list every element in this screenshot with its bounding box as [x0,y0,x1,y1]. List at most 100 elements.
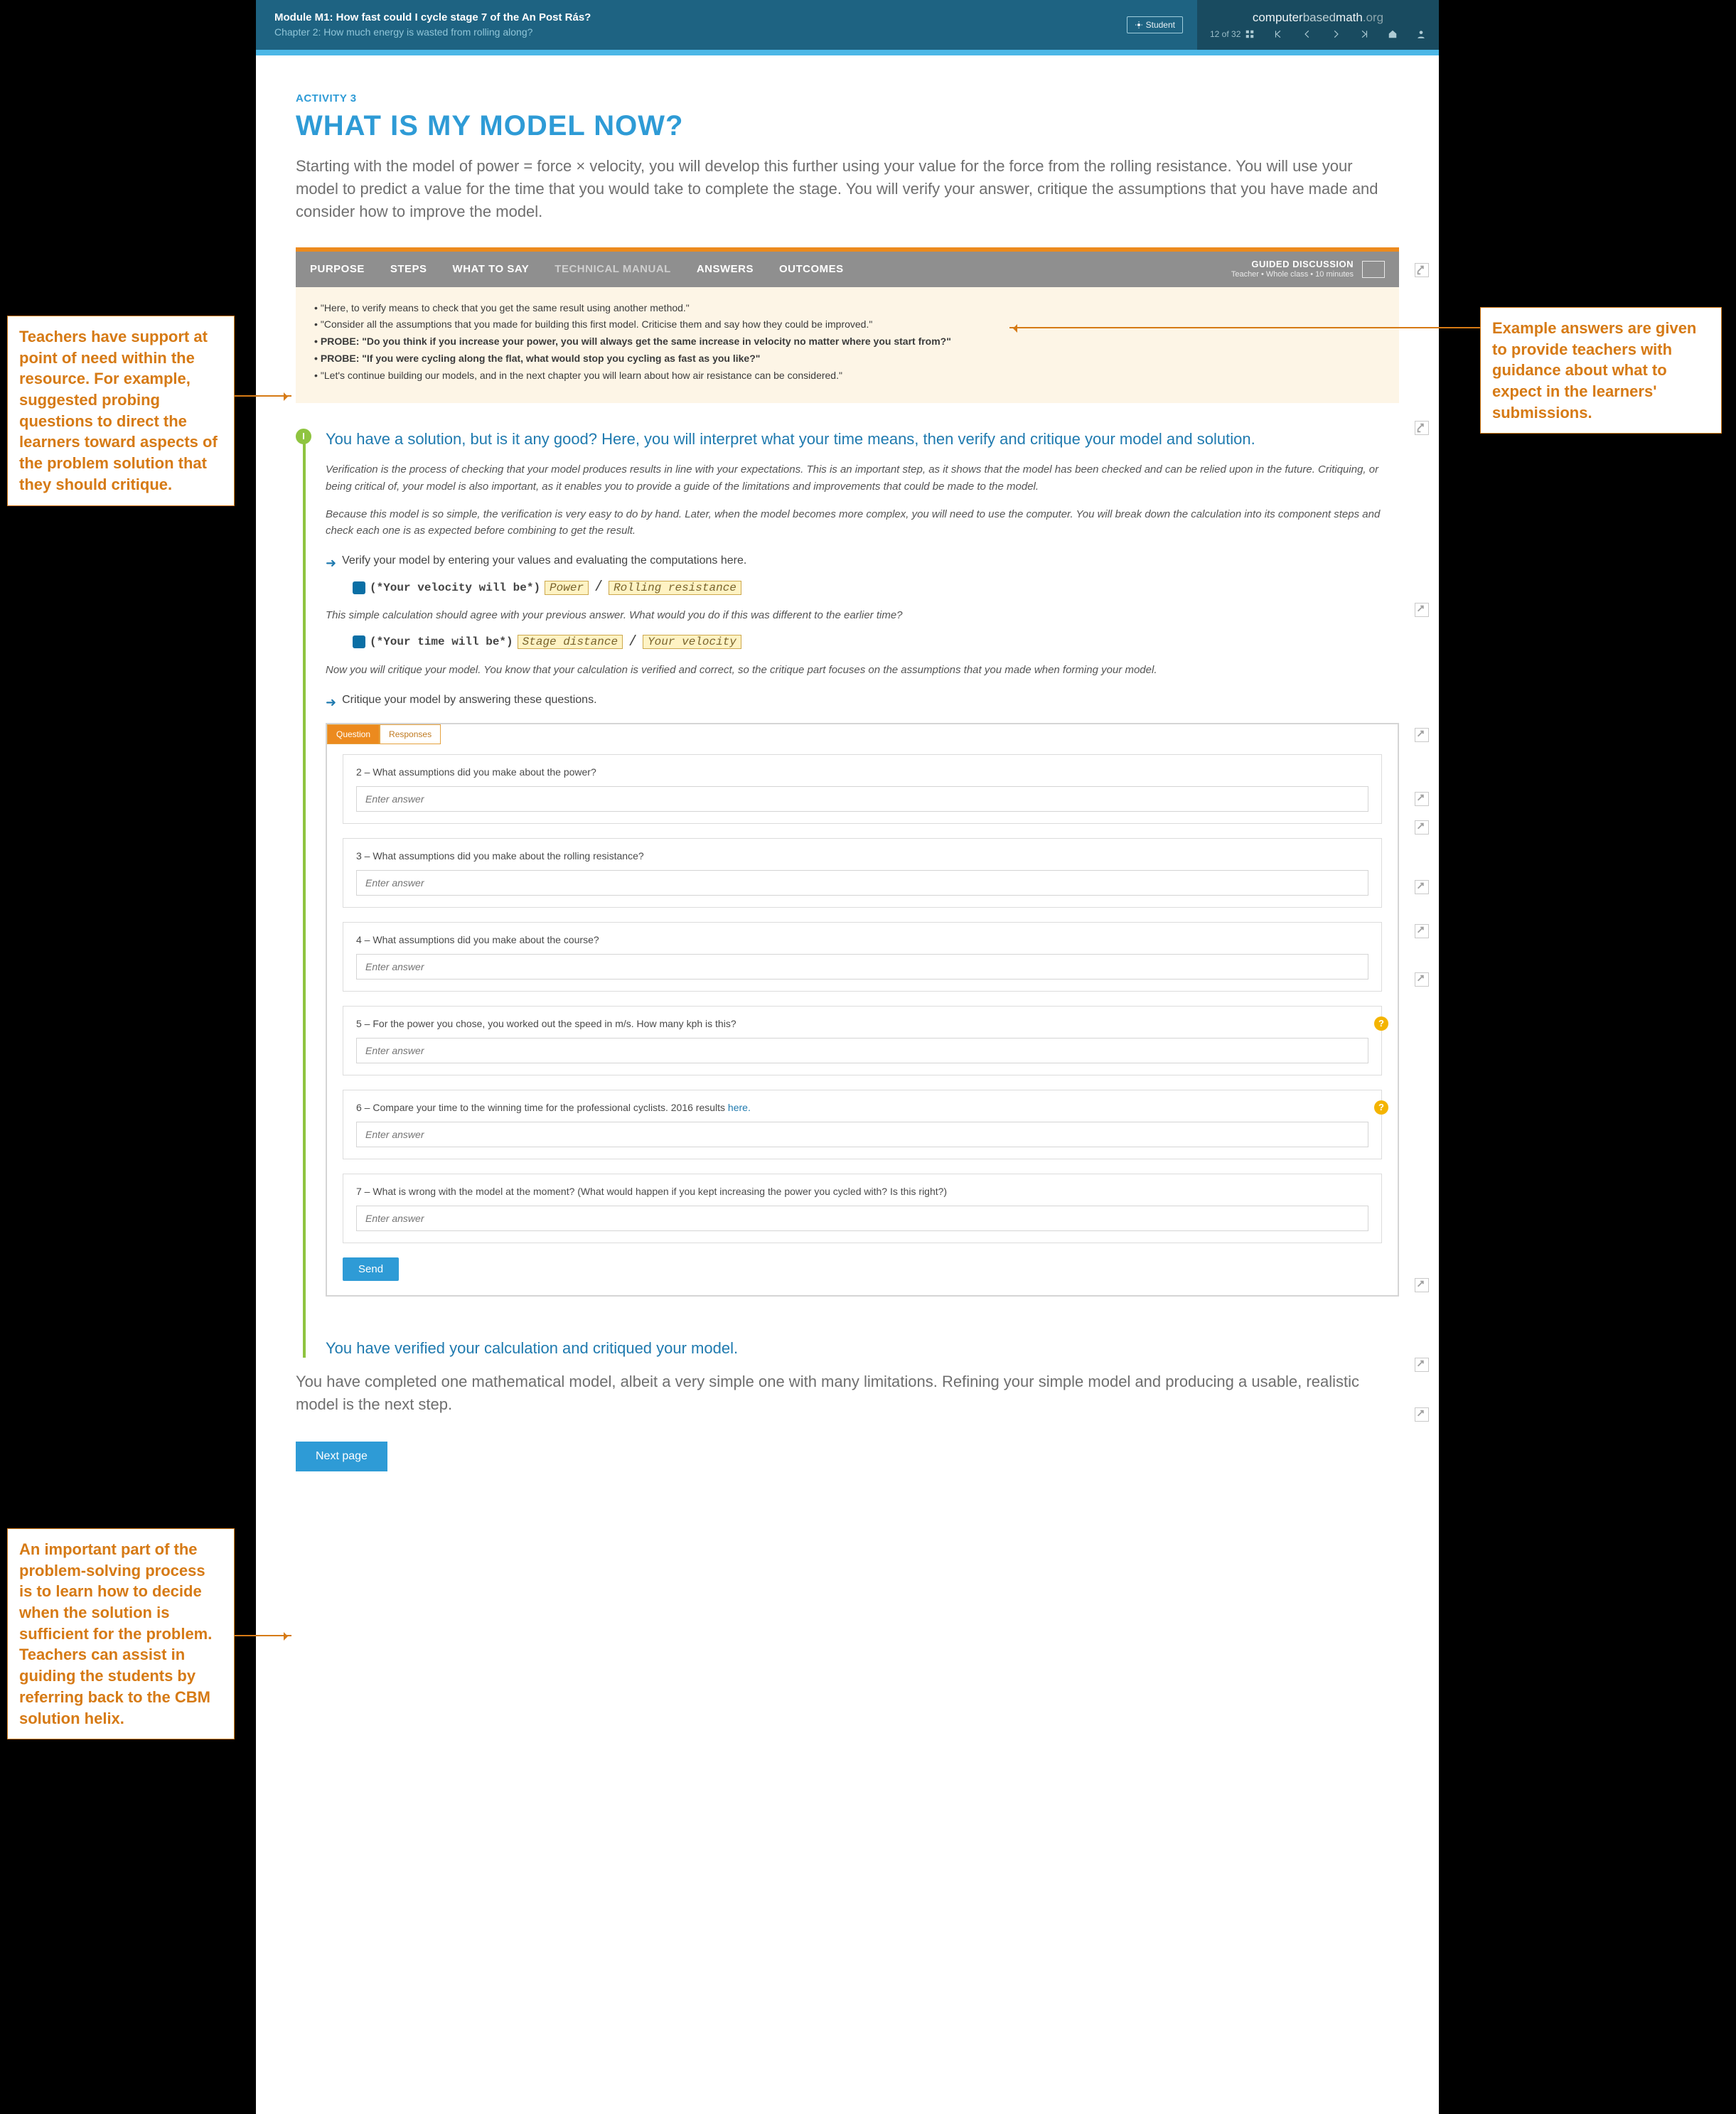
answer-input[interactable] [356,786,1368,812]
code-token[interactable]: Rolling resistance [609,581,741,595]
tab-answers[interactable]: ANSWERS [697,263,754,275]
italic-para: Verification is the process of checking … [326,461,1399,495]
timeline: I You have a solution, but is it any goo… [296,429,1399,1358]
nav-last-icon[interactable] [1359,29,1369,39]
expand-icon[interactable] [1415,972,1429,987]
italic-para: This simple calculation should agree wit… [326,607,1399,623]
eval-icon[interactable] [353,581,365,594]
student-badge[interactable]: Student [1127,16,1183,33]
question-label: 5 – For the power you chose, you worked … [356,1018,1368,1029]
question-item: 7 – What is wrong with the model at the … [343,1174,1382,1243]
callout-right-top: Example answers are given to provide tea… [1480,307,1722,434]
nav-next-icon[interactable] [1331,29,1341,39]
question-item: 2 – What assumptions did you make about … [343,754,1382,824]
question-item: 3 – What assumptions did you make about … [343,838,1382,908]
panel-meta-title: GUIDED DISCUSSION [1231,259,1354,270]
page-counter-group: 12 of 32 [1210,29,1255,39]
code-line[interactable]: (*Your velocity will be*) Power / Rollin… [353,579,1399,596]
step-text: Verify your model by entering your value… [342,554,746,567]
header-right: computerbasedmath.org 12 of 32 [1197,0,1439,50]
page-title: WHAT IS MY MODEL NOW? [296,110,1399,142]
verify-heading: You have verified your calculation and c… [326,1339,1399,1358]
question-label: 6 – Compare your time to the winning tim… [356,1102,1368,1113]
hint-icon[interactable]: ? [1374,1016,1388,1031]
expand-icon[interactable] [1415,924,1429,938]
code-comment: (*Your velocity will be*) [370,581,540,594]
expand-icon[interactable] [1415,820,1429,835]
expand-icon[interactable] [1415,728,1429,742]
callout-left-top: Teachers have support at point of need w… [7,316,235,506]
arrow-icon: ➜ [326,695,336,710]
qtab-question[interactable]: Question [327,724,380,744]
expand-icon[interactable] [1415,880,1429,894]
send-button[interactable]: Send [343,1257,399,1281]
expand-icon[interactable] [1415,1358,1429,1372]
qbox-tabs: Question Responses [327,724,1382,744]
question-item: 5 – For the power you chose, you worked … [343,1006,1382,1075]
eval-icon[interactable] [353,635,365,648]
expand-icon[interactable] [1415,1407,1429,1422]
timeline-body: You have a solution, but is it any good?… [313,429,1399,1358]
student-badge-label: Student [1146,20,1175,30]
expand-icon[interactable] [1415,603,1429,617]
question-label: 7 – What is wrong with the model at the … [356,1186,1368,1197]
bullet: "Let's continue building our models, and… [314,367,1381,385]
arrow-line [235,1635,291,1636]
brand: computerbasedmath.org [1210,11,1426,25]
answer-input[interactable] [356,1038,1368,1063]
user-icon[interactable] [1416,29,1426,39]
tab-technical-manual[interactable]: TECHNICAL MANUAL [554,263,671,275]
expand-icon[interactable] [1415,263,1429,277]
tab-steps[interactable]: STEPS [390,263,427,275]
question-label: 2 – What assumptions did you make about … [356,766,1368,778]
expand-icon[interactable] [1415,792,1429,806]
code-token[interactable]: Your velocity [643,635,741,649]
question-label: 4 – What assumptions did you make about … [356,934,1368,945]
panel-body: "Here, to verify means to check that you… [296,287,1399,403]
answer-input[interactable] [356,870,1368,896]
tab-purpose[interactable]: PURPOSE [310,263,365,275]
code-comment: (*Your time will be*) [370,635,513,648]
question-label: 3 – What assumptions did you make about … [356,850,1368,862]
header-left: Module M1: How fast could I cycle stage … [256,0,1127,50]
module-title: Module M1: How fast could I cycle stage … [274,11,1108,23]
page-counter: 12 of 32 [1210,29,1241,39]
lead-paragraph: Starting with the model of power = force… [296,155,1399,223]
nav-prev-icon[interactable] [1302,29,1312,39]
discussion-panel: PURPOSE STEPS WHAT TO SAY TECHNICAL MANU… [296,247,1399,403]
question-link[interactable]: here. [728,1102,751,1113]
presentation-icon[interactable] [1362,261,1385,278]
nav-first-icon[interactable] [1273,29,1283,39]
answer-input[interactable] [356,1206,1368,1231]
grid-icon[interactable] [1245,29,1255,39]
code-line[interactable]: (*Your time will be*) Stage distance / Y… [353,634,1399,650]
bullet-probe: PROBE: "Do you think if you increase you… [314,333,1381,350]
home-icon[interactable] [1388,29,1398,39]
final-paragraph: You have completed one mathematical mode… [296,1370,1399,1416]
question-box: Question Responses 2 – What assumptions … [326,723,1399,1297]
tab-what-to-say[interactable]: WHAT TO SAY [453,263,530,275]
callout-left-bottom: An important part of the problem-solving… [7,1528,235,1739]
question-item: 4 – What assumptions did you make about … [343,922,1382,992]
header-bar: Module M1: How fast could I cycle stage … [256,0,1439,50]
header-accent [256,50,1439,55]
timeline-dot: I [296,429,311,444]
sun-icon [1135,21,1143,29]
arrow-line [235,395,291,397]
expand-icon[interactable] [1415,1278,1429,1292]
tab-outcomes[interactable]: OUTCOMES [779,263,844,275]
content: ACTIVITY 3 WHAT IS MY MODEL NOW? Startin… [256,55,1439,1514]
next-page-button[interactable]: Next page [296,1442,387,1471]
code-token[interactable]: Stage distance [518,635,623,649]
stage: Module M1: How fast could I cycle stage … [0,0,1736,2114]
app-window: Module M1: How fast could I cycle stage … [256,0,1439,2114]
code-token[interactable]: Power [545,581,589,595]
step: ➜Critique your model by answering these … [326,694,1399,709]
answer-input[interactable] [356,1122,1368,1147]
answer-input[interactable] [356,954,1368,980]
bullet: "Consider all the assumptions that you m… [314,316,1381,333]
expand-icon[interactable] [1415,421,1429,435]
qtab-responses[interactable]: Responses [380,724,441,744]
nav-row: 12 of 32 [1210,29,1426,39]
hint-icon[interactable]: ? [1374,1100,1388,1115]
